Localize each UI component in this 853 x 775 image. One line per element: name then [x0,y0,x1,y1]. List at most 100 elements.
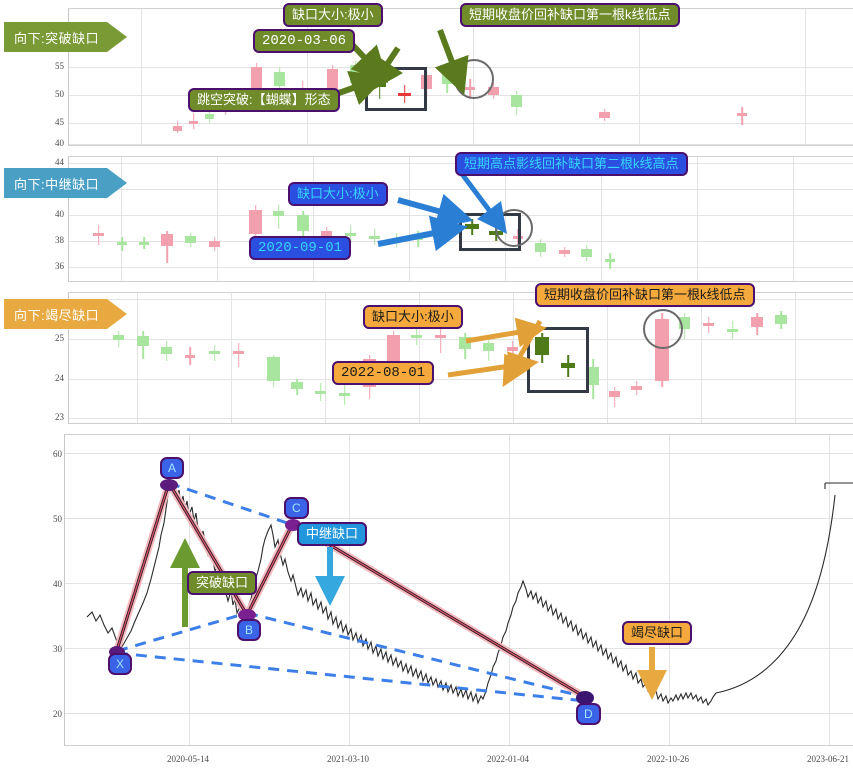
candle [599,109,610,121]
runaway-gap-tag: 中继缺口 [297,522,368,546]
main-plot: X A B C D 突破缺口 中继缺口 竭尽缺口 [64,434,853,746]
candle [507,341,518,357]
candle [535,239,546,257]
gap-fill-circle [643,309,683,349]
gap-fill-note-3: 短期收盘价回补缺口第一根k线低点 [535,283,755,307]
breakaway-gap-panel: 55 50 45 40 缺口大小:极小 2020-03-06 跳空突破:【蝴蝶】… [0,0,853,148]
gridline [607,293,608,423]
gap-size-label-1: 缺口大小:极小 [283,3,383,27]
gridline [669,435,670,745]
candle [327,65,338,95]
candle [339,385,350,405]
candle [273,205,284,229]
pattern-point-C: C [284,497,309,519]
gridline [793,157,794,281]
gap-highlight-box [365,67,427,111]
candle [387,331,400,369]
gap-fill-circle [495,209,533,247]
candle [483,337,494,361]
gridline [701,293,702,423]
candle [411,329,422,345]
candle [117,237,127,251]
candle [631,381,642,395]
candle [93,225,104,245]
candle [189,113,198,129]
candle [185,233,196,247]
gap-date-label-3: 2022-08-01 [332,361,435,385]
gridline [65,713,853,714]
y-tick: 40 [55,138,64,148]
candle [291,379,303,395]
pattern-point-D: D [576,703,601,725]
candle [442,69,452,93]
gridline [307,9,308,145]
x-tick: 2022-01-04 [487,754,529,764]
candle [249,205,262,241]
y-tick: 50 [55,89,64,99]
y-tick: 40 [55,209,64,219]
candle [274,67,285,91]
candle [137,331,149,359]
candle [751,313,763,335]
candle [703,317,714,333]
pattern-point-A: A [160,457,185,479]
y-tick: 50 [53,514,62,524]
candle [511,91,522,115]
y-tick: 60 [53,449,62,459]
breakaway-gap-tag: 突破缺口 [187,571,258,595]
y-tick: 40 [53,579,62,589]
y-tick: 23 [55,412,64,422]
gap-date-label-1: 2020-03-06 [253,29,356,53]
banner-runaway-gap: 向下:中继缺口 [4,168,128,198]
gridline [639,9,640,145]
candle [345,225,356,243]
candle [581,245,592,261]
gridline [349,435,350,745]
gridline [65,453,853,454]
gridline [69,189,853,190]
candle [267,355,280,387]
y-tick: 20 [53,709,62,719]
gridline [829,435,830,745]
gridline [137,293,138,423]
gap-size-label-3: 缺口大小:极小 [363,305,463,329]
gap-fill-circle [454,59,494,99]
candle [173,121,182,133]
y-tick: 44 [55,157,64,167]
candle [161,341,172,361]
gridline [409,157,410,281]
gap-date-label-2: 2020-09-01 [249,236,352,260]
gridline [69,123,853,124]
gap-size-label-2: 缺口大小:极小 [288,182,388,206]
candle [435,223,446,245]
candle [161,231,173,263]
banner-arrow-tip [107,299,128,329]
candle [185,347,195,365]
candle [727,321,738,339]
candle [205,109,214,123]
candle [587,359,599,399]
gap-highlight-box [527,327,589,393]
candle-highlight [561,355,575,377]
gridline [795,293,796,423]
gridline [217,157,218,281]
exhaustion-gap-panel: 25 24 23 缺口大小:极小 2022-08-01 短期收盘价回补缺口第一根… [0,283,853,424]
exhaustion-gap-tag: 竭尽缺口 [622,621,693,645]
gap-pattern-label-1: 跳空突破:【蝴蝶】形态 [188,88,340,112]
gridline [65,648,853,649]
candle [297,211,309,237]
banner-exhaustion-gap: 向下:竭尽缺口 [4,299,128,329]
panel1-plot [68,8,853,146]
gridline [69,144,853,145]
gridline [231,293,232,423]
gridline [601,157,602,281]
candle [391,233,402,247]
x-tick: 2021-03-10 [327,754,369,764]
gridline [325,293,326,423]
candle [139,237,149,249]
candle [737,107,747,125]
candle [369,229,380,245]
candle [113,331,124,347]
y-tick: 24 [55,373,64,383]
gridline [69,95,853,96]
